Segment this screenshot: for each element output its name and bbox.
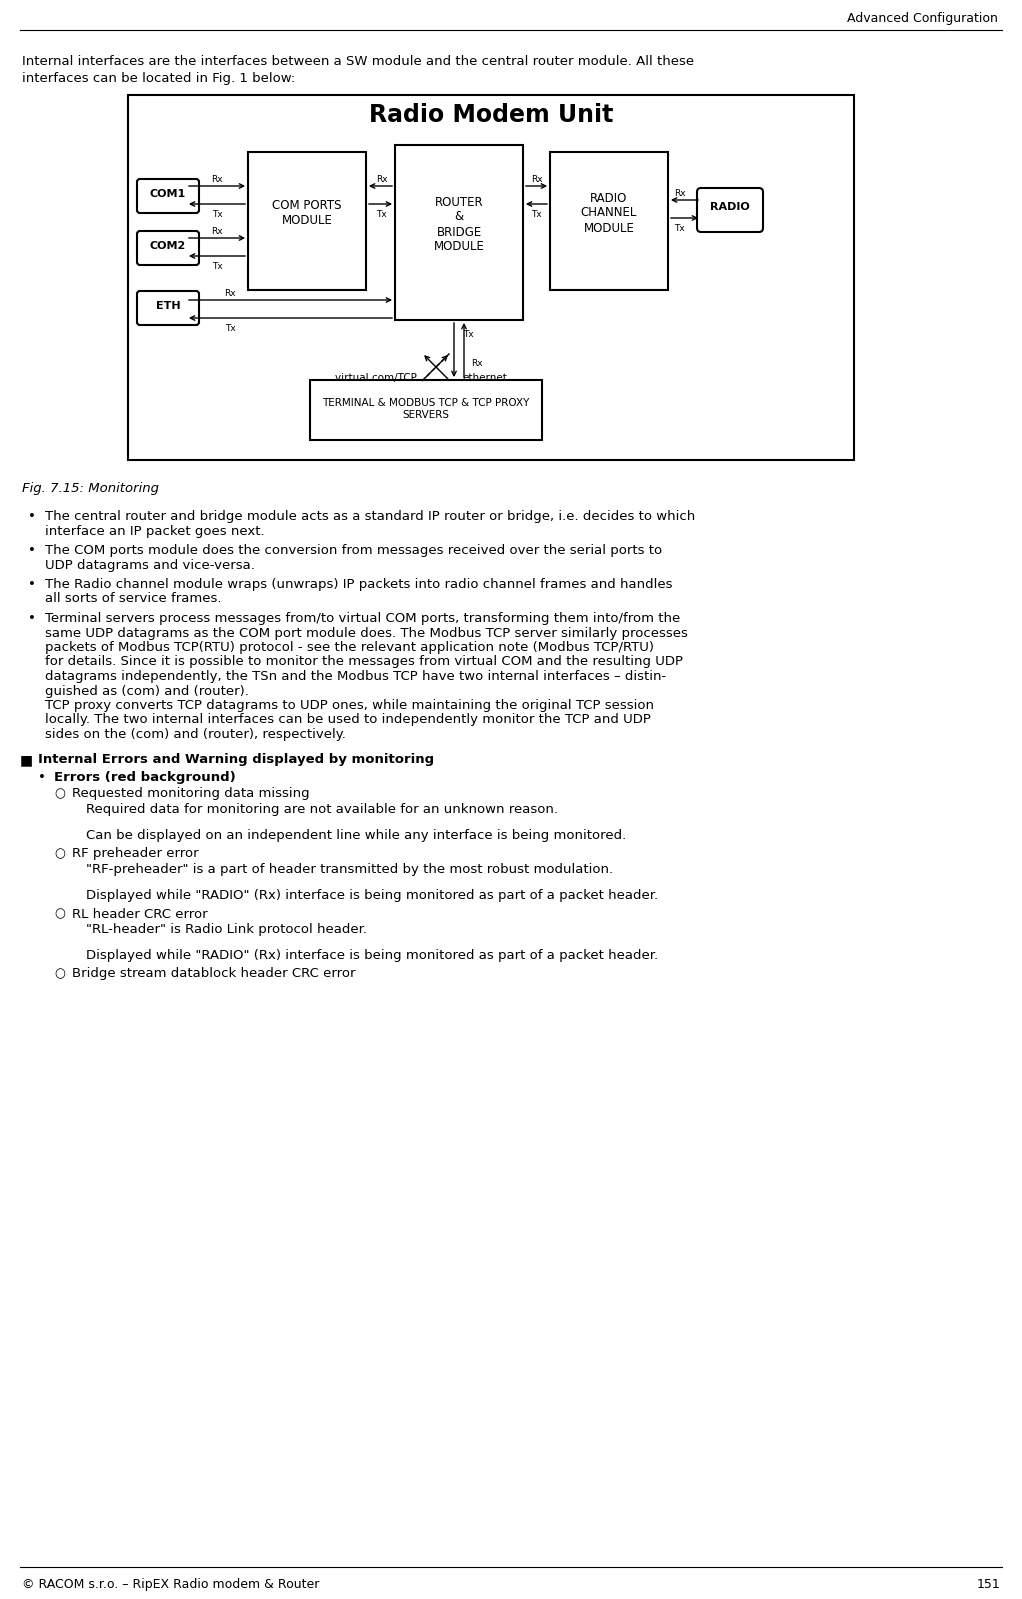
Text: Fig. 7.15: Monitoring: Fig. 7.15: Monitoring [22,481,159,496]
Text: Tx: Tx [212,262,223,270]
Text: Rx: Rx [471,360,482,368]
Text: TERMINAL & MODBUS TCP & TCP PROXY
SERVERS: TERMINAL & MODBUS TCP & TCP PROXY SERVER… [322,398,529,419]
Text: Bridge stream datablock header CRC error: Bridge stream datablock header CRC error [72,967,356,980]
Text: ○: ○ [54,787,64,801]
Text: ○: ○ [54,967,64,980]
Text: •: • [28,577,36,592]
Text: RADIO
CHANNEL
MODULE: RADIO CHANNEL MODULE [580,192,637,235]
Bar [310,381,542,440]
Text: Tx: Tx [212,209,223,219]
Text: © RACOM s.r.o. – RipEX Radio modem & Router: © RACOM s.r.o. – RipEX Radio modem & Rou… [22,1578,319,1591]
Text: The central router and bridge module acts as a standard IP router or bridge, i.e: The central router and bridge module act… [45,510,695,523]
Text: RL header CRC error: RL header CRC error [72,908,207,921]
Text: Displayed while "RADIO" (Rx) interface is being monitored as part of a packet he: Displayed while "RADIO" (Rx) interface i… [86,950,658,963]
Text: Tx: Tx [463,329,474,339]
Text: •: • [28,544,36,556]
Text: ROUTER
&
BRIDGE
MODULE: ROUTER & BRIDGE MODULE [433,195,484,254]
Text: sides on the (com) and (router), respectively.: sides on the (com) and (router), respect… [45,728,345,740]
Text: datagrams independently, the TSn and the Modbus TCP have two internal interfaces: datagrams independently, the TSn and the… [45,670,666,683]
Text: Terminal servers process messages from/to virtual COM ports, transforming them i: Terminal servers process messages from/t… [45,612,681,625]
Text: Rx: Rx [212,174,223,184]
Text: Rx: Rx [531,174,543,184]
Text: TCP proxy converts TCP datagrams to UDP ones, while maintaining the original TCP: TCP proxy converts TCP datagrams to UDP … [45,699,654,712]
Text: Internal Errors and Warning displayed by monitoring: Internal Errors and Warning displayed by… [38,753,434,766]
Text: •: • [38,771,46,784]
Bar [128,94,854,461]
FancyBboxPatch shape [137,230,199,265]
Text: Displayed while "RADIO" (Rx) interface is being monitored as part of a packet he: Displayed while "RADIO" (Rx) interface i… [86,889,658,902]
Text: RF preheader error: RF preheader error [72,847,198,860]
Text: ethernet: ethernet [462,373,507,384]
Text: interfaces can be located in Fig. 1 below:: interfaces can be located in Fig. 1 belo… [22,72,295,85]
Text: COM PORTS
MODULE: COM PORTS MODULE [272,198,341,227]
Text: for details. Since it is possible to monitor the messages from virtual COM and t: for details. Since it is possible to mon… [45,656,683,668]
Text: Tx: Tx [531,209,542,219]
Text: UDP datagrams and vice-versa.: UDP datagrams and vice-versa. [45,558,254,571]
Text: The Radio channel module wraps (unwraps) IP packets into radio channel frames an: The Radio channel module wraps (unwraps)… [45,577,672,592]
Text: Can be displayed on an independent line while any interface is being monitored.: Can be displayed on an independent line … [86,830,626,843]
Text: Radio Modem Unit: Radio Modem Unit [369,102,613,126]
Text: same UDP datagrams as the COM port module does. The Modbus TCP server similarly : same UDP datagrams as the COM port modul… [45,627,688,640]
Text: Tx: Tx [225,325,235,333]
Text: all sorts of service frames.: all sorts of service frames. [45,593,222,606]
Text: packets of Modbus TCP(RTU) protocol - see the relevant application note (Modbus : packets of Modbus TCP(RTU) protocol - se… [45,641,654,654]
Text: Rx: Rx [376,174,387,184]
Bar [550,152,668,289]
Bar [394,146,523,320]
Text: •: • [28,510,36,523]
Text: virtual com/TCP: virtual com/TCP [335,373,417,384]
Text: The COM ports module does the conversion from messages received over the serial : The COM ports module does the conversion… [45,544,662,556]
Text: 151: 151 [976,1578,1000,1591]
Text: Internal interfaces are the interfaces between a SW module and the central route: Internal interfaces are the interfaces b… [22,54,694,69]
Text: "RF-preheader" is a part of header transmitted by the most robust modulation.: "RF-preheader" is a part of header trans… [86,862,613,876]
Text: Rx: Rx [224,289,236,297]
Text: Required data for monitoring are not available for an unknown reason.: Required data for monitoring are not ava… [86,803,558,815]
FancyBboxPatch shape [697,189,763,232]
Text: interface an IP packet goes next.: interface an IP packet goes next. [45,524,265,537]
Text: Advanced Configuration: Advanced Configuration [847,13,998,26]
Text: Tx: Tx [376,209,386,219]
Text: ○: ○ [54,908,64,921]
Text: ETH: ETH [155,301,180,310]
Text: ■: ■ [20,753,33,768]
Text: Rx: Rx [212,227,223,237]
Text: guished as (com) and (router).: guished as (com) and (router). [45,684,249,697]
Bar [248,152,366,289]
Text: COM1: COM1 [150,189,186,198]
Text: Rx: Rx [673,189,686,198]
Text: COM2: COM2 [150,241,186,251]
FancyBboxPatch shape [137,291,199,325]
Text: •: • [28,612,36,625]
FancyBboxPatch shape [137,179,199,213]
Text: ○: ○ [54,847,64,860]
Text: Errors (red background): Errors (red background) [54,771,236,784]
Text: RADIO: RADIO [710,201,750,213]
Text: "RL-header" is Radio Link protocol header.: "RL-header" is Radio Link protocol heade… [86,923,367,935]
Text: Tx: Tx [673,224,685,233]
Text: locally. The two internal interfaces can be used to independently monitor the TC: locally. The two internal interfaces can… [45,713,651,726]
Text: Requested monitoring data missing: Requested monitoring data missing [72,787,310,801]
